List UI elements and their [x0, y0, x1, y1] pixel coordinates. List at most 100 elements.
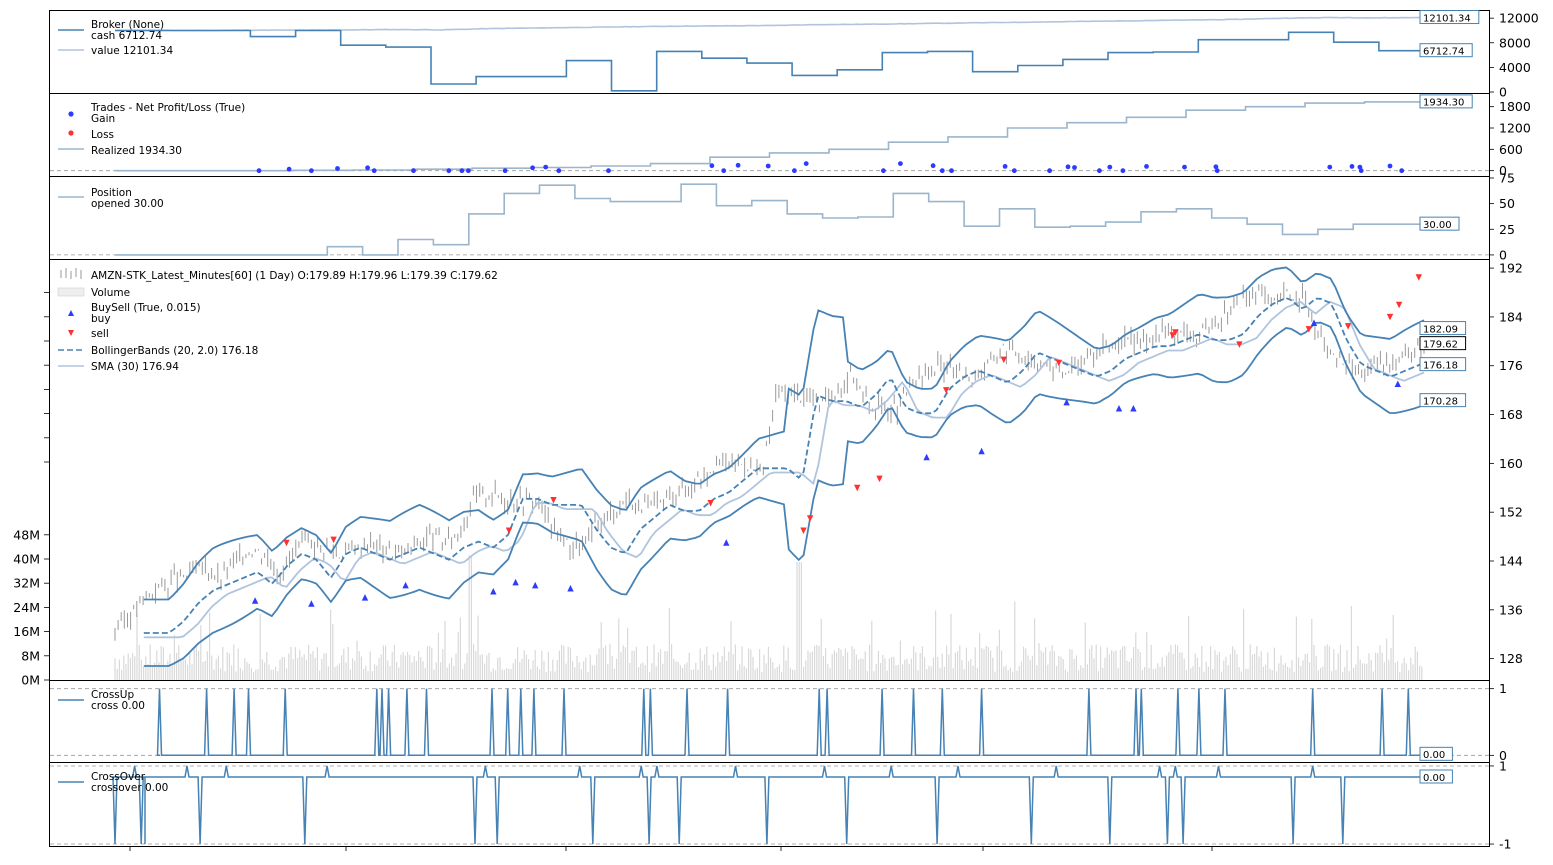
price-legend: AMZN-STK_Latest_Minutes[60] (1 Day) O:17…	[57, 268, 498, 373]
volume-tick-label: 48M	[13, 527, 40, 542]
price-tick-label: 168	[1499, 407, 1523, 422]
volume-tick-label: 32M	[13, 576, 40, 591]
crossover-tick-label: -1	[1499, 837, 1511, 852]
trade-loss-point	[1011, 168, 1017, 174]
trade-loss-point	[1097, 168, 1102, 174]
broker-cash-value-tag-box	[1419, 43, 1473, 58]
position-line	[115, 183, 1424, 256]
trades-tick-label: 600	[1499, 142, 1523, 157]
buy-marker	[1115, 405, 1123, 412]
crossover-panel	[49, 762, 1490, 847]
broker-tick-label: 8000	[1499, 35, 1531, 50]
volume-bars	[114, 555, 1423, 680]
price-tick-label: 160	[1499, 456, 1523, 471]
broker-legend-cash: cash 6712.74	[91, 30, 162, 42]
trade-gain-point	[1327, 164, 1333, 170]
trade-gain-point	[286, 166, 292, 172]
trade-gain-point	[1213, 164, 1219, 170]
trade-loss-point	[1047, 168, 1052, 174]
buy-marker	[723, 539, 730, 546]
trade-loss-point	[371, 168, 377, 174]
buy-marker	[1063, 398, 1070, 406]
sell-marker	[1000, 356, 1007, 364]
trade-loss-point	[881, 168, 886, 174]
price-legend-bars-icon	[60, 268, 82, 279]
crossup-line	[156, 688, 1424, 757]
trade-gain-point	[1387, 163, 1393, 169]
sell-marker	[800, 527, 807, 534]
position-legend: Position opened 30.00	[58, 187, 164, 210]
price-1-value-tag: 179.62	[1419, 336, 1467, 351]
crossup-value-tag-text: 0.00	[1423, 750, 1445, 761]
trades-legend-title: Trades - Net Profit/Loss (True)	[90, 102, 245, 114]
buy-marker	[1310, 319, 1318, 326]
buy-marker	[490, 588, 497, 595]
volume-legend-label: Volume	[91, 287, 130, 299]
buy-marker	[512, 578, 519, 586]
trade-loss-point	[446, 168, 452, 174]
broker-tick-label: 4000	[1499, 60, 1531, 75]
broker-legend-title: Broker (None)	[91, 19, 164, 31]
trade-loss-point	[606, 168, 611, 174]
value-tags: 12101.34 6712.74 1934.30 30.00 182.09 179.62 1…	[1419, 10, 1480, 784]
sell-marker	[505, 527, 513, 534]
broker-value-line	[114, 16, 1425, 32]
crossover-value-tag-box	[1419, 769, 1453, 784]
trade-gain-point	[335, 166, 340, 171]
broker-panel	[49, 10, 1490, 94]
buysell-legend-label: BuySell (True, 0.015)	[91, 302, 201, 314]
trade-gain-point	[1144, 164, 1149, 169]
broker-legend-value: value 12101.34	[91, 45, 173, 57]
trades-legend-loss: Loss	[91, 129, 114, 141]
trades-realized-value-tag: 1934.30	[1419, 94, 1473, 109]
trades-legend: Trades - Net Profit/Loss (True) Gain Los…	[58, 102, 245, 157]
trade-loss-point	[1120, 168, 1126, 174]
trade-gain-point	[930, 163, 936, 169]
price-legend-title: AMZN-STK_Latest_Minutes[60] (1 Day) O:17…	[91, 270, 498, 282]
position-value-tag-text: 30.00	[1423, 220, 1452, 231]
position-legend-opened: opened 30.00	[91, 198, 164, 210]
bollinger-legend-label: BollingerBands (20, 2.0) 176.18	[91, 345, 258, 357]
price-1-value-tag-box	[1419, 336, 1467, 351]
trade-gain-point	[1349, 164, 1355, 169]
axis-ticks: 0400080001200006001200180002550751281361…	[13, 11, 1539, 852]
trades-realized-line	[115, 101, 1424, 172]
sell-marker	[854, 484, 861, 492]
price-tick-label: 136	[1499, 602, 1523, 617]
trade-gain-point	[530, 165, 535, 171]
broker-value-value-tag-box	[1419, 10, 1480, 25]
broker-tick-label: 12000	[1499, 11, 1539, 26]
trades-tick-label: 1200	[1499, 121, 1531, 136]
buy-legend-marker	[68, 310, 74, 316]
trade-loss-point	[1399, 168, 1405, 174]
price-0-value-tag-text: 182.09	[1423, 324, 1458, 335]
price-tick-label: 128	[1499, 651, 1523, 666]
trades-legend-gain: Gain	[91, 113, 115, 125]
position-legend-title: Position	[91, 187, 132, 199]
broker-tick-label: 0	[1499, 85, 1507, 100]
crossup-legend: CrossUp cross 0.00	[58, 689, 145, 712]
volume-tick-label: 8M	[21, 648, 40, 663]
sell-legend-label: sell	[91, 328, 109, 340]
position-value-tag-box	[1419, 216, 1460, 231]
trade-loss-point	[556, 168, 562, 174]
bollinger-mid-line	[143, 297, 1425, 634]
crossup-value-tag-box	[1419, 746, 1453, 761]
volume-tick-label: 40M	[13, 552, 40, 567]
sell-marker	[1395, 301, 1403, 309]
trade-loss-point	[949, 168, 954, 174]
sell-marker	[806, 515, 814, 522]
volume-tick-label: 24M	[13, 600, 40, 615]
trade-gain-point	[1357, 164, 1363, 170]
broker-cash-value-tag-text: 6712.74	[1423, 46, 1464, 57]
buy-marker	[567, 585, 574, 592]
crossover-tick-label: 1	[1499, 758, 1507, 773]
trades-realized-value-tag-text: 1934.30	[1423, 98, 1464, 109]
trade-loss-point	[1358, 168, 1364, 174]
trade-gain-point	[1072, 165, 1077, 170]
markers	[251, 161, 1422, 607]
crossover-value-tag-text: 0.00	[1423, 773, 1445, 784]
buy-legend-label: buy	[91, 313, 111, 325]
volume-legend-swatch	[57, 287, 85, 297]
